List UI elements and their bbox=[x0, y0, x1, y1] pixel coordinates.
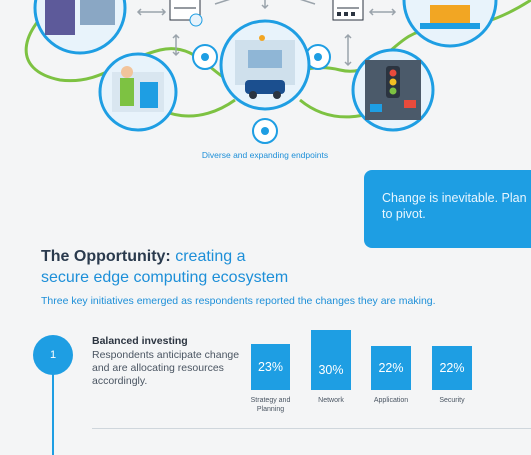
opportunity-description: Three key initiatives emerged as respond… bbox=[41, 295, 436, 307]
person-endpoint-icon bbox=[33, 0, 127, 55]
opportunity-title-sub: creating a bbox=[175, 248, 246, 265]
opportunity-title-bold: The Opportunity: bbox=[41, 248, 171, 265]
server-icon bbox=[169, 0, 203, 27]
callout-text: Change is inevitable. Plan to pivot. bbox=[382, 191, 527, 221]
server-icon bbox=[332, 0, 364, 21]
traffic-endpoint-icon bbox=[351, 48, 435, 132]
stat-label-application: Application bbox=[373, 397, 409, 404]
initiative-title: Balanced investing bbox=[92, 335, 188, 347]
step-number-badge: 1 bbox=[33, 335, 73, 375]
opportunity-title: The Opportunity: creating a secure edge … bbox=[41, 246, 361, 288]
step-connector-line bbox=[52, 355, 54, 455]
stat-value-application: 22% bbox=[371, 346, 411, 390]
vehicle-endpoint-icon bbox=[219, 19, 311, 111]
edge-ecosystem-illustration: Diverse and expanding endpoints bbox=[24, 0, 531, 160]
stat-label-strategy: Strategy and Planning bbox=[250, 397, 291, 413]
network-diagram bbox=[24, 0, 531, 144]
stat-value-strategy: 23% bbox=[251, 344, 290, 390]
connection-arrows bbox=[136, 0, 397, 67]
atm-endpoint-icon bbox=[98, 52, 178, 132]
endpoints-caption: Diverse and expanding endpoints bbox=[201, 150, 329, 160]
pivot-callout: Change is inevitable. Plan to pivot. bbox=[364, 170, 531, 248]
stat-label-security: Security bbox=[439, 397, 465, 404]
stat-value-security: 22% bbox=[432, 346, 472, 390]
initiative-body: Respondents anticipate change and are al… bbox=[92, 349, 240, 387]
opportunity-title-line-2: secure edge computing ecosystem bbox=[41, 269, 289, 286]
stat-value-network: 30% bbox=[311, 330, 351, 390]
section-divider bbox=[92, 428, 531, 429]
stat-label-network: Network bbox=[318, 397, 344, 404]
delivery-endpoint-icon bbox=[402, 0, 498, 48]
node-icon bbox=[192, 44, 218, 70]
node-icon bbox=[252, 118, 278, 144]
